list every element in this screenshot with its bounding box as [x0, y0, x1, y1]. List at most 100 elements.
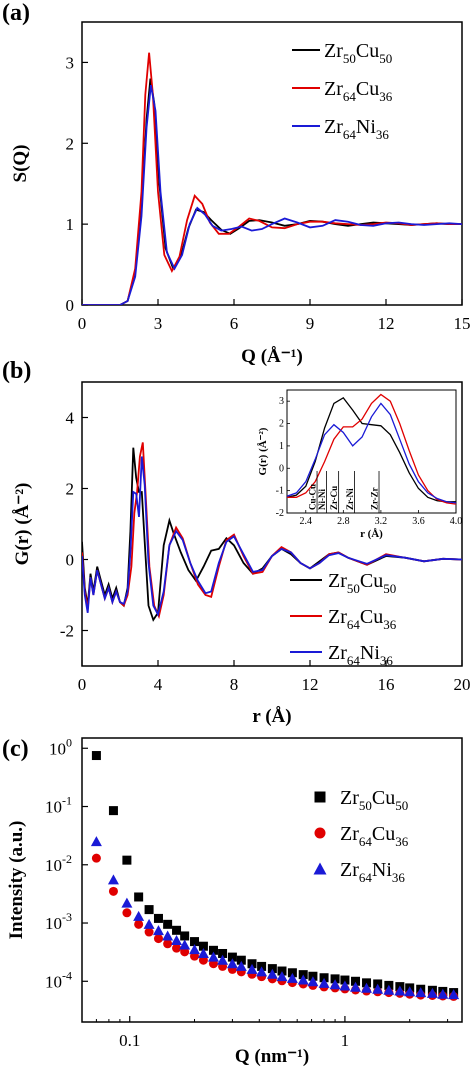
- series-line-a-2: [82, 84, 462, 305]
- y-tick-label-c: 10-3: [45, 910, 72, 933]
- legend-element: Cu: [372, 823, 395, 845]
- x-axis-title-b: r (Å): [252, 706, 291, 727]
- legend-element: Cu: [356, 78, 379, 100]
- x-tick-label-b: 0: [78, 675, 87, 694]
- inset-x-tick-label: 3.6: [412, 516, 425, 527]
- legend-subscript: 64: [347, 653, 361, 668]
- plot-frame-b: [81, 381, 463, 667]
- legend-subscript: 50: [395, 798, 408, 813]
- x-axis-title-a: Q (Å⁻¹): [241, 346, 303, 367]
- data-point-c-0: [287, 968, 297, 978]
- data-point-c-2: [448, 989, 460, 1000]
- legend-element: Cu: [360, 570, 383, 592]
- x-tick-label-b: 4: [154, 675, 163, 694]
- x-tick-label-a: 3: [154, 314, 163, 333]
- x-tick-label-a: 6: [230, 314, 239, 333]
- y-tick-exponent-c: 0: [66, 735, 72, 749]
- data-point-c-0: [190, 937, 200, 947]
- data-point-c-1: [180, 947, 190, 957]
- legend-subscript: 64: [347, 617, 361, 632]
- data-point-c-2: [361, 982, 373, 993]
- data-point-c-2: [339, 980, 351, 991]
- y-tick-label-b: 0: [66, 551, 75, 570]
- data-point-c-0: [236, 955, 246, 965]
- plot-frame-c: [81, 737, 463, 1023]
- data-point-c-1: [134, 919, 144, 929]
- y-tick-label-c: 100: [49, 735, 72, 758]
- inset-series-line-0: [287, 396, 456, 503]
- data-point-c-2: [179, 939, 191, 950]
- data-point-c-1: [153, 934, 163, 944]
- bond-marker-label: Ni-Ni: [317, 489, 327, 510]
- legend-subscript: 36: [379, 89, 393, 104]
- y-tick-label-a: 3: [66, 53, 75, 72]
- legend-element: Zr: [340, 859, 359, 881]
- legend-element: Ni: [372, 859, 392, 881]
- data-point-c-2: [152, 925, 164, 936]
- inset-y-axis-title: G(r) (Å⁻²): [257, 427, 269, 475]
- data-point-c-0: [208, 945, 218, 955]
- y-axis-title-c: Intensity (a.u.): [6, 821, 27, 940]
- y-tick-base-c: 10: [45, 972, 62, 991]
- y-axis-title-a: S(Q): [10, 145, 31, 183]
- x-tick-label-a: 0: [78, 314, 87, 333]
- legend-marker-c-1: [314, 827, 326, 839]
- inset-y-tick-label: 2: [279, 419, 284, 430]
- y-tick-label-c: 10-2: [45, 852, 72, 875]
- data-point-c-0: [227, 952, 237, 962]
- x-axis-title-c: Q (nm⁻¹): [235, 1046, 309, 1067]
- y-tick-label-a: 2: [66, 134, 75, 153]
- legend-subscript: 64: [359, 834, 373, 849]
- legend-element: Zr: [324, 116, 343, 138]
- y-tick-base-c: 10: [49, 739, 66, 758]
- legend-label-a-1: Zr64Cu36: [324, 78, 393, 104]
- data-point-c-2: [350, 981, 362, 992]
- bond-marker-label: Cu-Cu: [308, 484, 318, 510]
- legend-subscript: 36: [395, 834, 409, 849]
- inset-y-tick-label: -1: [276, 486, 284, 497]
- data-point-c-0: [247, 959, 257, 969]
- legend-element: Ni: [356, 116, 376, 138]
- y-tick-label-b: 2: [66, 480, 75, 499]
- data-point-c-1: [122, 908, 132, 918]
- x-tick-label-b: 12: [302, 675, 319, 694]
- legend-element: Zr: [324, 78, 343, 100]
- y-tick-exponent-c: -4: [62, 968, 72, 982]
- data-point-c-2: [90, 836, 102, 847]
- data-point-c-0: [91, 751, 101, 761]
- x-tick-label-a: 12: [378, 314, 395, 333]
- x-tick-label-b: 20: [454, 675, 471, 694]
- points-c: [90, 751, 460, 1001]
- data-point-c-0: [218, 948, 228, 958]
- y-tick-label-a: 0: [66, 296, 75, 315]
- data-point-c-2: [162, 930, 174, 941]
- legend-marker-c-2: [313, 862, 327, 875]
- data-point-c-2: [235, 960, 247, 971]
- data-point-c-2: [217, 954, 229, 965]
- inset-y-tick-label: 1: [279, 441, 284, 452]
- x-tick-label-b: 16: [378, 675, 395, 694]
- inset-x-axis-title: r (Å): [360, 528, 383, 540]
- data-point-c-2: [318, 977, 330, 988]
- x-tick-label-b: 8: [230, 675, 239, 694]
- data-point-c-2: [121, 897, 133, 908]
- data-point-c-0: [198, 941, 208, 951]
- data-point-c-1: [108, 886, 118, 896]
- data-point-c-1: [91, 853, 101, 863]
- data-point-c-0: [351, 976, 361, 986]
- data-point-c-2: [404, 986, 416, 997]
- legend-label-a-0: Zr50Cu50: [324, 40, 392, 66]
- y-tick-exponent-c: -3: [62, 910, 72, 924]
- x-tick-label-c: 0.1: [119, 1031, 140, 1050]
- data-point-c-2: [372, 983, 384, 994]
- data-point-c-0: [180, 931, 190, 941]
- y-tick-base-c: 10: [45, 798, 62, 817]
- data-point-c-0: [144, 905, 154, 915]
- legend-element: Zr: [328, 642, 347, 664]
- data-point-c-2: [437, 988, 449, 999]
- legend-subscript: 50: [359, 798, 372, 813]
- y-tick-label-c: 10-4: [45, 968, 72, 991]
